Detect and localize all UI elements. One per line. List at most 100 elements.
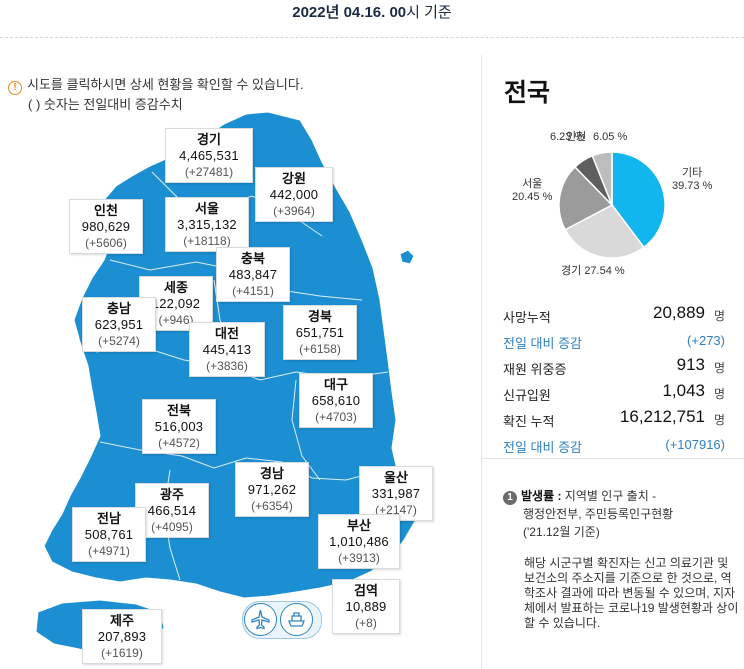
stat-unit: 명 — [713, 387, 725, 401]
note-text2: 행정안전부, 주민등록인구현황 — [523, 507, 674, 521]
pie-label-value: 6.23 % — [550, 131, 585, 143]
region-delta: (+946) — [158, 313, 194, 327]
pie-label-name: 인천 — [566, 131, 587, 143]
region-count: 442,000 — [269, 187, 319, 202]
region-delta: (+3836) — [206, 359, 248, 373]
region-delta: (+2147) — [375, 503, 417, 517]
region-name: 제주 — [110, 613, 134, 628]
region-count: 623,951 — [94, 317, 144, 332]
pie-label-gyeonggi: 경기 27.54 % — [561, 265, 625, 278]
region-label-gangwon[interactable]: 강원 442,000 (+3964) — [255, 167, 333, 222]
region-count: 1,010,486 — [329, 534, 389, 549]
region-label-seoul[interactable]: 서울 3,315,132 (+18118) — [165, 197, 249, 252]
region-name: 강원 — [282, 171, 306, 186]
region-count: 483,847 — [228, 267, 278, 282]
pie-label-value: 6.05 % — [593, 131, 628, 143]
region-name: 인천 — [94, 203, 118, 218]
stat-value: (+273) — [687, 333, 725, 348]
region-count: 516,003 — [154, 419, 204, 434]
stat-value: 20,889 — [653, 303, 705, 322]
stats-table: 사망누적 20,889 명 전일 대비 증감 (+273) 재원 위중증 913… — [503, 303, 725, 459]
stat-row-confirmed-delta: 전일 대비 증감 (+107916) — [503, 433, 725, 459]
region-label-busan[interactable]: 부산 1,010,486 (+3913) — [318, 514, 400, 569]
region-label-quarantine[interactable]: 검역 10,889 (+8) — [332, 579, 400, 634]
note-number-icon: 1 — [503, 491, 517, 505]
region-name: 울산 — [384, 470, 408, 485]
region-label-jeju[interactable]: 제주 207,893 (+1619) — [82, 609, 162, 664]
region-name: 경북 — [308, 309, 332, 324]
info-line2: ( ) 숫자는 전일대비 증감수치 — [28, 97, 183, 112]
region-name: 서울 — [195, 201, 219, 216]
date-header: 2022년 04.16. 00시 기준 — [0, 0, 744, 30]
region-name: 경남 — [260, 466, 284, 481]
region-label-jeonbuk[interactable]: 전북 516,003 (+4572) — [142, 399, 216, 454]
region-name: 대구 — [324, 377, 348, 392]
stat-row-critical: 재원 위중증 913 명 — [503, 355, 725, 381]
region-label-jeonnam[interactable]: 전남 508,761 (+4971) — [72, 507, 146, 562]
region-name: 대전 — [215, 326, 239, 341]
region-delta: (+4971) — [88, 544, 130, 558]
info-note: ! 시도를 클릭하시면 상세 현황을 확인할 수 있습니다. ( ) 숫자는 전일… — [8, 75, 303, 115]
region-count: 466,514 — [147, 503, 197, 518]
region-delta: (+1619) — [101, 646, 143, 660]
region-delta: (+27481) — [184, 165, 234, 179]
note-text3: ('21.12월 기준) — [523, 525, 600, 539]
region-name: 경기 — [197, 132, 221, 147]
info-line1: 시도를 클릭하시면 상세 현황을 확인할 수 있습니다. — [27, 77, 304, 92]
region-count: 3,315,132 — [177, 217, 237, 232]
region-label-chungbuk[interactable]: 충북 483,847 (+4151) — [216, 247, 290, 302]
region-label-chungnam[interactable]: 충남 623,951 (+5274) — [82, 297, 156, 352]
stat-unit: 명 — [713, 413, 725, 427]
airplane-icon[interactable] — [244, 603, 277, 636]
region-count: 980,629 — [81, 219, 131, 234]
region-count: 331,987 — [371, 486, 421, 501]
province-border — [291, 379, 321, 481]
note-text1: 지역별 인구 출치 - — [564, 489, 657, 503]
region-name: 세종 — [164, 280, 188, 295]
stat-row-deaths-delta: 전일 대비 증감 (+273) — [503, 329, 725, 355]
stat-value: 1,043 — [662, 381, 705, 400]
header-date: 2022년 04.16. 00 — [292, 4, 407, 21]
pie-slice-2 — [558, 165, 614, 231]
ship-icon[interactable] — [280, 603, 313, 636]
region-delta: (+8) — [355, 616, 377, 630]
region-delta: (+4703) — [315, 410, 357, 424]
stat-label: 사망누적 — [503, 310, 551, 325]
ulleung-shape — [399, 249, 415, 265]
region-count: 971,262 — [247, 482, 297, 497]
stat-unit: 명 — [713, 309, 725, 323]
region-delta: (+4095) — [151, 520, 193, 534]
stat-value: 913 — [676, 355, 705, 374]
region-name: 검역 — [354, 583, 378, 598]
stat-value: (+107916) — [665, 437, 725, 452]
region-label-gyeonggi[interactable]: 경기 4,465,531 (+27481) — [165, 128, 253, 183]
stat-label: 전일 대비 증감 — [503, 336, 582, 351]
pie-label-name: 서울 — [522, 178, 543, 190]
divider — [0, 37, 744, 38]
region-delta: (+5274) — [98, 334, 140, 348]
region-label-gwangju[interactable]: 광주 466,514 (+4095) — [135, 483, 209, 538]
region-label-incheon[interactable]: 인천 980,629 (+5606) — [69, 199, 143, 254]
stat-label: 재원 위중증 — [503, 362, 567, 377]
stat-row-admissions: 신규입원 1,043 명 — [503, 381, 725, 407]
pie-label-incheon-name: 인천 — [566, 131, 586, 144]
region-label-ulsan[interactable]: 울산 331,987 (+2147) — [359, 466, 433, 521]
region-label-gyeongnam[interactable]: 경남 971,262 (+6354) — [235, 462, 309, 517]
region-name: 충남 — [107, 301, 131, 316]
pie-slice-0 — [611, 151, 666, 249]
stat-label: 확진 누적 — [503, 414, 555, 429]
stat-row-confirmed: 확진 누적 16,212,751 명 — [503, 407, 725, 433]
region-name: 충북 — [241, 251, 265, 266]
region-delta: (+4151) — [232, 284, 274, 298]
region-delta: (+6354) — [251, 499, 293, 513]
panel-title: 전국 — [504, 79, 551, 107]
region-count: 10,889 — [345, 599, 387, 614]
pie-label-value: 39.73 % — [672, 180, 713, 192]
info-icon: ! — [8, 81, 22, 95]
region-delta: (+3913) — [338, 551, 380, 565]
region-label-daejeon[interactable]: 대전 445,413 (+3836) — [189, 322, 265, 377]
region-label-gyeongbuk[interactable]: 경북 651,751 (+6158) — [283, 305, 357, 360]
pie-label-name: 경기 — [561, 265, 582, 277]
region-label-daegu[interactable]: 대구 658,610 (+4703) — [299, 373, 373, 428]
region-count: 658,610 — [311, 393, 361, 408]
